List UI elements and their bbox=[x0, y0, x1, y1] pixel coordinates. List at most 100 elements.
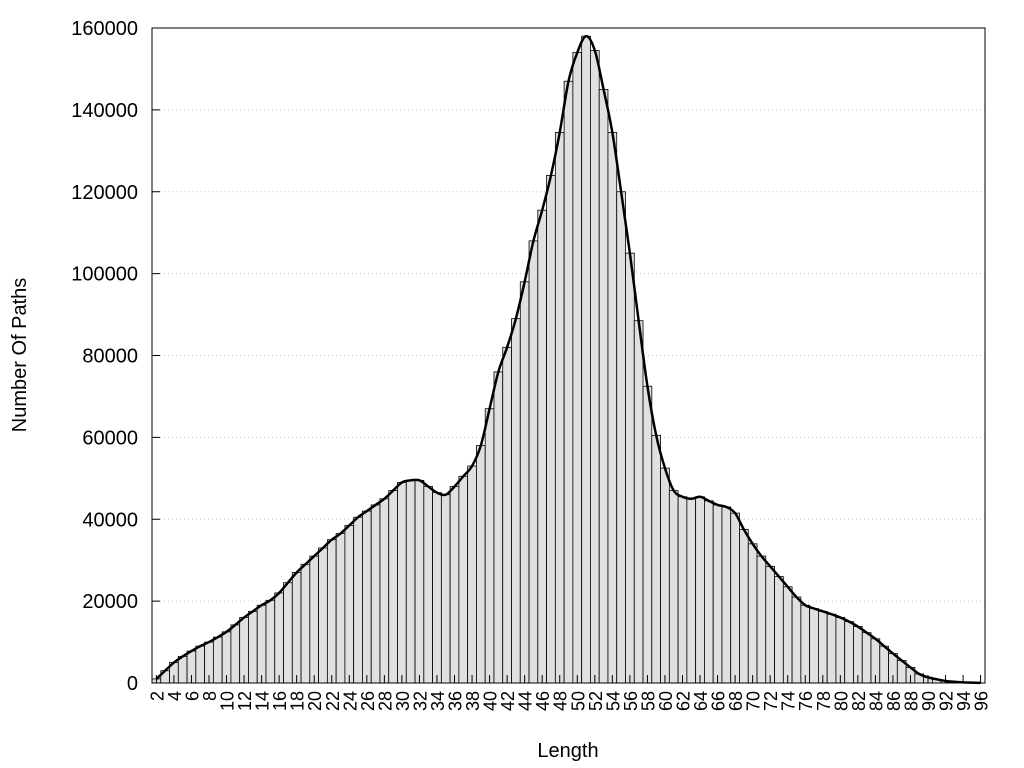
bar bbox=[651, 434, 661, 684]
x-tick-label: 30 bbox=[393, 691, 413, 711]
x-tick-label: 36 bbox=[446, 691, 466, 711]
y-tick-label: 40000 bbox=[82, 509, 138, 531]
bar bbox=[318, 547, 328, 684]
x-tick-label: 88 bbox=[901, 691, 921, 711]
bar bbox=[581, 35, 591, 684]
bar bbox=[291, 572, 302, 684]
x-tick-label: 44 bbox=[516, 691, 536, 711]
bar bbox=[554, 131, 565, 684]
y-tick-label: 100000 bbox=[71, 264, 138, 286]
bar bbox=[414, 479, 425, 684]
bar bbox=[370, 504, 381, 684]
bar bbox=[300, 563, 311, 684]
x-tick-label: 2 bbox=[147, 691, 167, 701]
bar bbox=[861, 632, 872, 684]
bar bbox=[668, 490, 679, 684]
bar bbox=[432, 492, 442, 684]
bar bbox=[712, 504, 723, 684]
bar bbox=[230, 624, 241, 684]
bar bbox=[502, 346, 512, 684]
y-tick-label: 20000 bbox=[82, 591, 138, 613]
x-tick-label: 4 bbox=[165, 691, 185, 701]
x-tick-label: 10 bbox=[218, 691, 238, 711]
x-tick-label: 68 bbox=[726, 691, 746, 711]
bar bbox=[598, 89, 609, 684]
x-tick-label: 60 bbox=[656, 691, 676, 711]
bar bbox=[484, 408, 495, 684]
bar bbox=[344, 524, 355, 684]
x-tick-label: 54 bbox=[603, 691, 623, 711]
bar bbox=[633, 320, 644, 684]
x-tick-label: 16 bbox=[270, 691, 290, 711]
x-tick-label: 66 bbox=[709, 691, 729, 711]
x-tick-label: 96 bbox=[972, 691, 992, 711]
bar bbox=[695, 496, 705, 684]
x-tick-label: 64 bbox=[691, 691, 711, 711]
bar bbox=[704, 500, 714, 684]
x-tick-label: 90 bbox=[919, 691, 939, 711]
x-tick-label: 50 bbox=[568, 691, 588, 711]
y-tick-label: 80000 bbox=[82, 346, 138, 368]
bar bbox=[730, 512, 740, 684]
x-tick-label: 34 bbox=[428, 691, 448, 711]
bar bbox=[677, 496, 688, 684]
smooth-line bbox=[155, 34, 981, 685]
bar bbox=[239, 617, 249, 684]
x-tick-label: 94 bbox=[954, 691, 974, 711]
x-tick-label: 42 bbox=[498, 691, 518, 711]
bar bbox=[440, 494, 451, 684]
x-tick-label: 72 bbox=[761, 691, 781, 711]
bar bbox=[660, 467, 670, 684]
bar bbox=[800, 604, 811, 684]
x-tick-label: 52 bbox=[586, 691, 606, 711]
bar bbox=[449, 486, 460, 684]
bar bbox=[791, 596, 802, 684]
bar bbox=[476, 445, 486, 684]
bar bbox=[844, 621, 854, 684]
bar bbox=[774, 576, 784, 684]
x-tick-label: 8 bbox=[200, 691, 220, 701]
bar bbox=[528, 240, 539, 684]
y-tick-label: 0 bbox=[127, 673, 138, 695]
bar bbox=[721, 506, 732, 684]
bar bbox=[607, 131, 618, 684]
x-tick-label: 14 bbox=[253, 691, 273, 711]
bar bbox=[537, 209, 547, 684]
x-tick-label: 28 bbox=[375, 691, 395, 711]
bar bbox=[809, 608, 819, 684]
x-tick-label: 86 bbox=[884, 691, 904, 711]
y-tick-label: 140000 bbox=[71, 100, 138, 122]
x-tick-label: 22 bbox=[323, 691, 343, 711]
bar bbox=[818, 610, 828, 684]
x-tick-label: 56 bbox=[621, 691, 641, 711]
y-axis-label: Number Of Paths bbox=[9, 278, 31, 433]
bar bbox=[511, 318, 521, 684]
bar bbox=[265, 599, 276, 684]
plot-border bbox=[151, 27, 986, 684]
bar bbox=[283, 582, 293, 684]
bar bbox=[405, 479, 416, 684]
x-tick-label: 62 bbox=[673, 691, 693, 711]
x-tick-label: 58 bbox=[638, 691, 658, 711]
bar bbox=[616, 191, 626, 684]
x-tick-label: 70 bbox=[744, 691, 764, 711]
x-tick-label: 74 bbox=[779, 691, 799, 711]
bar bbox=[642, 385, 653, 684]
y-tick-label: 120000 bbox=[71, 182, 138, 204]
bar bbox=[335, 533, 346, 684]
bar bbox=[326, 539, 337, 684]
x-tick-label: 84 bbox=[866, 691, 886, 711]
bar bbox=[546, 174, 556, 684]
bar bbox=[686, 498, 697, 684]
x-tick-label: 6 bbox=[182, 691, 202, 701]
x-tick-label: 92 bbox=[937, 691, 957, 711]
bar bbox=[493, 371, 504, 684]
bar bbox=[177, 655, 188, 684]
bar bbox=[782, 586, 793, 684]
bar bbox=[274, 592, 284, 684]
bar bbox=[362, 510, 372, 684]
x-axis-label: Length bbox=[537, 740, 598, 762]
x-tick-label: 12 bbox=[235, 691, 255, 711]
